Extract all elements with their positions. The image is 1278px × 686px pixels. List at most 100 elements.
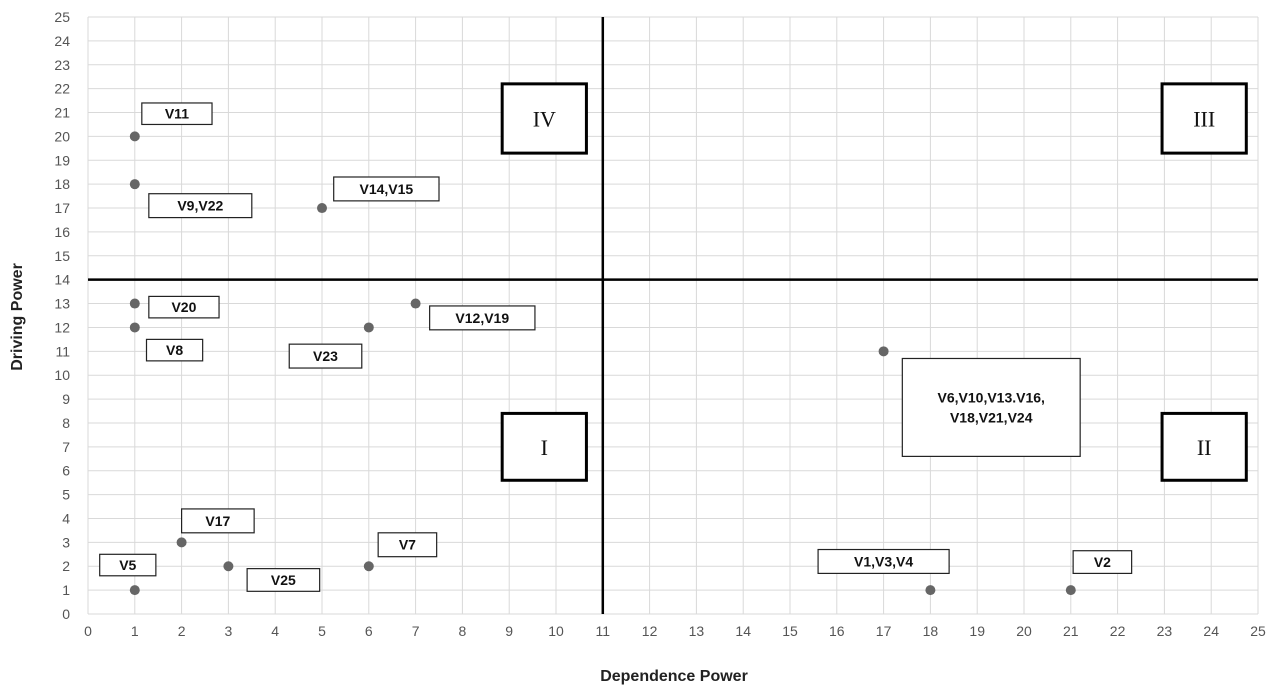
x-tick-label: 0	[84, 623, 92, 639]
quadrant-label: I	[541, 435, 548, 460]
y-tick-label: 22	[54, 81, 70, 97]
annotation-text: V7	[399, 537, 416, 553]
y-tick-label: 6	[62, 463, 70, 479]
y-tick-label: 14	[54, 272, 70, 288]
data-point	[176, 537, 187, 548]
y-tick-label: 16	[54, 224, 70, 240]
point-annotation: V23	[288, 343, 363, 369]
data-point	[878, 346, 889, 357]
quadrant-dividers	[88, 17, 1258, 614]
point-annotation: V14,V15	[333, 176, 440, 202]
annotation-box	[246, 568, 321, 592]
annotation-box	[99, 553, 157, 577]
y-tick-label: 17	[54, 200, 70, 216]
point-annotation: V1,V3,V4	[817, 548, 950, 575]
annotation-box	[333, 176, 440, 202]
x-tick-label: 22	[1110, 623, 1126, 639]
data-point	[363, 561, 374, 572]
y-tick-label: 9	[62, 391, 70, 407]
annotation-box	[148, 295, 220, 319]
x-tick-label: 5	[318, 623, 326, 639]
annotation-text: V12,V19	[455, 310, 509, 326]
x-tick-label: 20	[1016, 623, 1032, 639]
quadrant-label: II	[1197, 435, 1212, 460]
y-tick-label: 0	[62, 606, 70, 622]
y-tick-labels: 0123456789101112131415161718192021222324…	[54, 9, 70, 622]
quadrant-box-border	[500, 82, 588, 155]
data-point	[223, 561, 234, 572]
x-tick-label: 12	[642, 623, 658, 639]
y-tick-label: 15	[54, 248, 70, 264]
annotation-text: V11	[165, 106, 189, 122]
point-annotation: V2	[1072, 550, 1133, 575]
x-tick-label: 9	[505, 623, 513, 639]
y-tick-label: 20	[54, 128, 70, 144]
annotation-text: V20	[171, 299, 196, 315]
y-tick-label: 11	[55, 343, 70, 359]
quadrant-box-iii: III	[1160, 82, 1248, 155]
y-tick-label: 8	[62, 415, 70, 431]
y-tick-label: 12	[54, 319, 70, 335]
data-point	[317, 203, 327, 214]
data-point	[129, 298, 140, 309]
x-tick-label: 3	[225, 623, 233, 639]
annotation-text: V9,V22	[177, 198, 223, 214]
y-tick-label: 19	[54, 152, 70, 168]
annotation-box	[148, 193, 253, 219]
annotation-text: V5	[119, 557, 136, 573]
quadrant-box-i: I	[500, 411, 588, 482]
annotation-text: V8	[166, 342, 183, 358]
y-tick-label: 13	[54, 296, 70, 312]
x-tick-label: 17	[876, 623, 892, 639]
x-tick-label: 2	[178, 623, 186, 639]
y-tick-label: 2	[62, 558, 70, 574]
y-tick-label: 7	[62, 439, 70, 455]
quadrant-label: III	[1193, 106, 1215, 131]
point-annotations: V11 V9,V22 V14,V15 V20 V8 V23 V12,V19 V6,V10,V1…	[99, 102, 1133, 592]
x-tick-label: 19	[969, 623, 985, 639]
x-tick-label: 4	[271, 623, 279, 639]
y-tick-label: 5	[62, 487, 70, 503]
x-axis-title: Dependence Power	[600, 668, 748, 685]
annotation-box	[145, 338, 204, 362]
annotation-text: V25	[271, 572, 296, 588]
annotation-box	[181, 508, 255, 534]
annotation-text: V1,V3,V4	[854, 553, 913, 569]
x-tick-label: 21	[1063, 623, 1079, 639]
y-tick-label: 4	[62, 510, 70, 526]
quadrant-box-border	[500, 411, 588, 482]
annotation-box	[141, 102, 213, 126]
data-point	[1065, 585, 1076, 596]
x-tick-label: 8	[459, 623, 467, 639]
y-axis-title: Driving Power	[9, 263, 26, 371]
x-tick-labels: 0 1 2 3 4 5 6 7 8 9 10 11 12 13 14 15 16 17 18 19 20 21 22 23 24…	[84, 623, 1266, 639]
x-tick-label: 15	[782, 623, 798, 639]
point-annotation: V7	[377, 532, 438, 558]
x-tick-label: 24	[1203, 623, 1219, 639]
y-tick-label: 24	[54, 33, 70, 49]
annotation-box	[288, 343, 363, 369]
annotation-text: V14,V15	[359, 181, 413, 197]
y-tick-label: 3	[62, 534, 70, 550]
x-tick-label: 6	[365, 623, 373, 639]
annotation-text: V6,V10,V13.V16,	[938, 389, 1045, 405]
annotation-text: V23	[313, 348, 338, 364]
annotation-box	[1072, 550, 1133, 575]
x-tick-label: 11	[596, 623, 611, 639]
x-tick-label: 18	[923, 623, 939, 639]
quadrant-box-border	[1160, 411, 1248, 482]
point-annotation: V9,V22	[148, 193, 253, 219]
x-tick-label: 1	[131, 623, 139, 639]
point-annotation: V11	[141, 102, 213, 126]
annotation-text: V2	[1094, 554, 1111, 570]
point-annotation: V12,V19	[429, 305, 536, 331]
x-tick-label: 16	[829, 623, 845, 639]
point-annotation: V5	[99, 553, 157, 577]
y-tick-label: 10	[54, 367, 70, 383]
point-annotation: V6,V10,V13.V16, V18,V21,V24	[901, 357, 1081, 457]
x-tick-label: 10	[548, 623, 564, 639]
data-point	[363, 322, 374, 333]
x-tick-label: 14	[735, 623, 751, 639]
